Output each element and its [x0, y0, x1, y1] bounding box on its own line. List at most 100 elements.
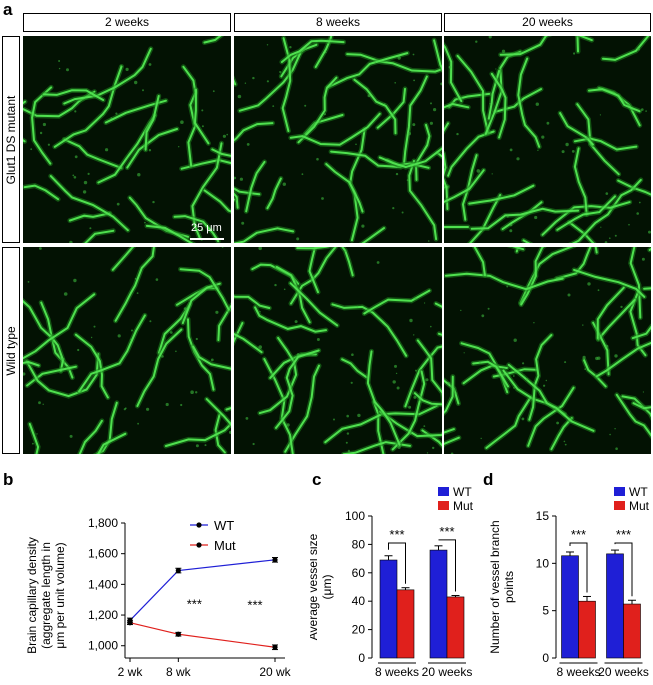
speckle — [638, 201, 641, 204]
speckle — [509, 223, 513, 227]
vessel — [416, 339, 442, 398]
vessel — [615, 393, 651, 437]
speckle — [347, 449, 351, 453]
significance-bracket — [569, 542, 588, 593]
speckle — [564, 361, 567, 364]
speckle — [74, 110, 77, 113]
vessel — [528, 334, 553, 421]
speckle — [351, 353, 354, 356]
speckle — [226, 133, 228, 136]
speckle — [169, 331, 173, 334]
speckle — [480, 226, 482, 229]
speckle — [321, 197, 324, 200]
vessel — [501, 201, 543, 231]
speckle — [430, 102, 432, 105]
speckle — [641, 108, 644, 111]
speckle — [564, 443, 567, 446]
speckle — [345, 441, 348, 444]
vessel-glow — [600, 36, 651, 63]
vessel — [43, 89, 105, 101]
category-label: 8 weeks — [556, 665, 600, 679]
speckle — [609, 237, 611, 239]
speckle — [546, 121, 550, 125]
speckle — [146, 407, 150, 411]
speckle — [512, 375, 515, 377]
speckle — [541, 135, 545, 139]
speckle — [201, 125, 204, 128]
vessel — [211, 148, 231, 157]
speckle — [105, 148, 109, 152]
speckle — [142, 89, 144, 92]
legend-label-mut: Mut — [629, 499, 650, 513]
vessel — [520, 247, 545, 306]
speckle — [36, 433, 38, 435]
vessel — [444, 169, 485, 204]
category-label: 20 weeks — [422, 665, 473, 679]
vessel-glow — [92, 400, 120, 454]
speckle — [58, 60, 61, 62]
speckle — [394, 364, 397, 368]
vessel — [456, 54, 489, 134]
vessel — [588, 88, 641, 113]
speckle — [447, 382, 450, 385]
speckle — [440, 82, 442, 86]
speckle — [563, 440, 566, 443]
vessel — [555, 247, 592, 280]
vessel-glow — [444, 41, 464, 104]
vessel — [164, 422, 231, 447]
vessel — [63, 138, 123, 170]
speckle — [130, 338, 132, 341]
speckle — [587, 282, 591, 286]
speckle — [63, 292, 68, 296]
speckle — [374, 61, 377, 64]
category-label: 8 weeks — [375, 665, 419, 679]
speckle — [294, 320, 298, 324]
legend-swatch-mut — [614, 501, 625, 510]
significance-bracket — [438, 539, 456, 592]
vessel-glow — [358, 225, 387, 243]
vessel — [192, 345, 231, 370]
bar-mut — [396, 589, 415, 659]
y-axis-label-line: Brain capillary density — [25, 537, 39, 654]
vessel — [490, 72, 507, 139]
micrograph-wild-type-20-weeks — [444, 247, 651, 454]
speckle — [155, 278, 159, 281]
speckle — [427, 240, 430, 242]
vessel — [573, 268, 646, 298]
y-tick-label: 5 — [542, 604, 549, 618]
y-tick-label: 15 — [536, 509, 550, 523]
speckle — [72, 174, 75, 177]
legend-label-wt: WT — [214, 518, 234, 533]
vessel — [404, 345, 442, 408]
y-axis-label: Average vessel size(μm) — [310, 533, 334, 640]
speckle — [506, 215, 509, 218]
data-point-wt — [272, 557, 278, 563]
speckle — [413, 334, 415, 336]
speckle — [600, 226, 602, 228]
vessel — [541, 201, 631, 236]
legend-swatch-wt — [614, 487, 625, 496]
speckle — [237, 94, 242, 99]
speckle — [367, 94, 371, 98]
x-tick-label: 20 wk — [259, 665, 291, 679]
speckle — [488, 36, 492, 39]
speckle — [356, 305, 359, 308]
vessel — [280, 39, 345, 63]
speckle — [229, 430, 231, 434]
speckle — [414, 297, 417, 300]
legend-label-mut: Mut — [453, 499, 474, 513]
speckle — [200, 228, 204, 232]
vessel-glow — [192, 87, 211, 146]
speckle — [509, 229, 513, 233]
vessel — [114, 247, 155, 322]
speckle — [429, 121, 433, 125]
vessel — [346, 53, 442, 73]
vessel — [266, 177, 282, 210]
vessel — [568, 221, 595, 243]
vessel — [289, 282, 339, 327]
vessel — [574, 137, 638, 151]
speckle — [384, 103, 386, 105]
micrograph-mutant-2-weeks — [23, 36, 231, 243]
vessel-glow — [185, 316, 216, 393]
chart-branch-points: 0 5 10 15 Number of vessel branchpoints *** 8 … — [488, 485, 650, 679]
